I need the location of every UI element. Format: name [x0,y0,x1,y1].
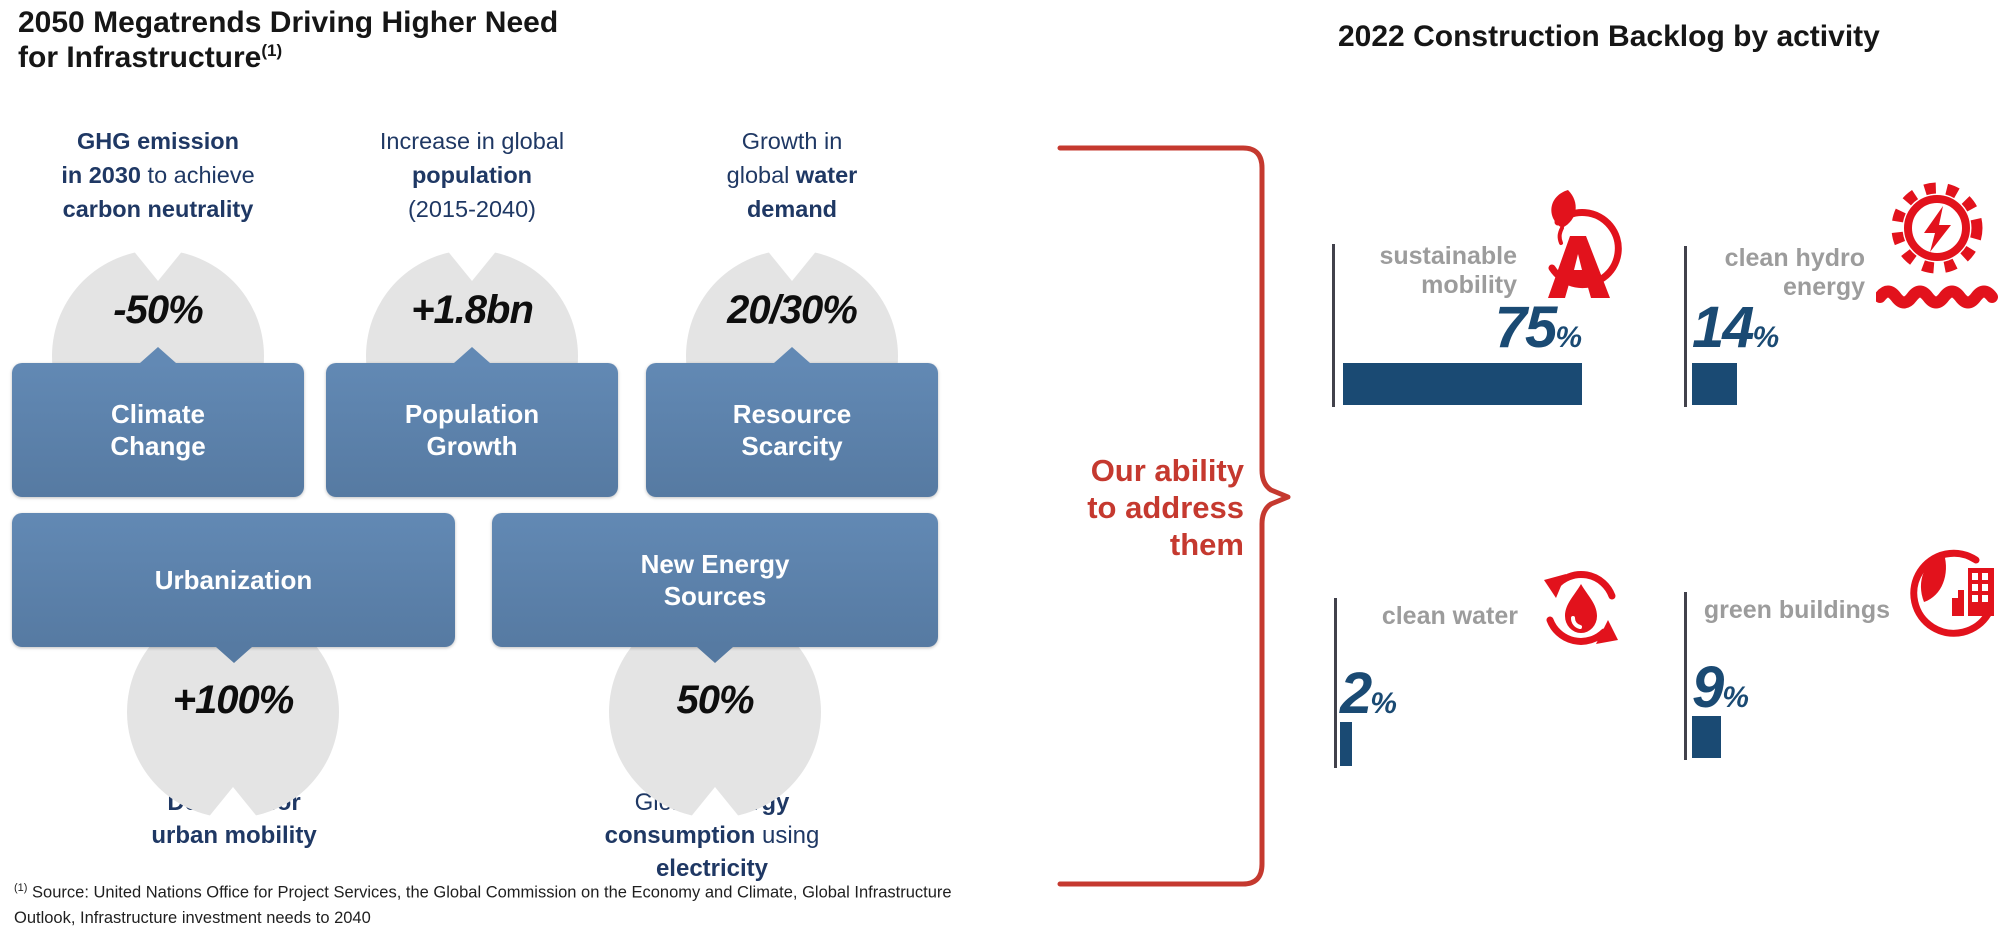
left-section-title: 2050 Megatrends Driving Higher Need for … [18,6,558,76]
value-unit: % [1370,687,1397,720]
bubble-notch [766,249,818,281]
recycle-arrowhead-right [1596,620,1618,644]
megatrend-label-climate: GHG emission in 2030 to achieve carbon neu… [61,128,255,222]
bar-clean-hydro-energy [1692,363,1737,405]
megatrend-label-water: Growth in global water demand [726,128,858,222]
value-unit: % [1555,321,1582,354]
bar-sustainable-mobility [1343,363,1582,405]
megatrend-box-urbanization: Urbanization [12,513,455,663]
megatrend-box-population-growth: Population Growth [326,347,618,497]
water-wave [1874,285,1998,309]
small-building [1952,590,1964,616]
letter-a-counter [1574,254,1582,270]
axis-green-buildings [1684,592,1687,760]
ability-callout: Our ability to address them [1087,453,1244,562]
turbine-bolt-wave-icon [1874,176,1998,321]
axis-clean-hydro-energy [1684,246,1687,407]
recycle-arrowhead-left [1544,574,1566,598]
turbine-teeth [1891,182,1983,274]
value-unit: % [1752,321,1780,354]
megatrend-box-climate-change: Climate Change [12,347,304,497]
box-label: New Energy Sources [640,549,790,611]
building-windows [1972,573,1988,602]
megatrend-label-population: Increase in global population (2015-2040) [379,128,565,222]
leaf-shape [1920,554,1946,602]
label-clean-water: clean water [1381,602,1518,630]
recycle-arc-bottom [1546,616,1608,645]
box-pointer-up [774,347,810,363]
stat-value-electricity: 50% [676,678,754,722]
box-pointer-up [454,347,490,363]
value-number: 9 [1692,655,1724,720]
footnote-text: Source: United Nations Office for Projec… [14,883,952,928]
lightning-bolt [1924,206,1951,252]
megatrend-box-resource-scarcity: Resource Scarcity [646,347,938,497]
leaf-swoosh-a-icon [1532,188,1624,303]
right-section-title: 2022 Construction Backlog by activity [1338,20,1880,53]
box-label: Population Growth [404,399,540,461]
box-pointer-up [140,347,176,363]
left-title-footnote-marker: (1) [261,40,283,60]
bubble-notch [132,249,184,281]
bubble-notch [689,787,741,819]
axis-sustainable-mobility [1332,244,1335,407]
stat-value-urban-mobility: +100% [172,678,295,722]
box-label: Resource Scarcity [732,399,852,461]
left-title-line1: 2050 Megatrends Driving Higher Need [18,6,559,39]
source-footnote: (1) Source: United Nations Office for Pr… [14,880,956,932]
bar-green-buildings [1692,716,1721,758]
leaf-buildings-icon [1906,546,2002,653]
axis-clean-water [1334,598,1337,768]
droplet-recycle-icon [1534,560,1628,665]
value-sustainable-mobility: 75% [1380,294,1582,361]
leaf-shape [1551,190,1576,228]
box-label: Climate Change [110,399,206,461]
bar-clean-water [1340,722,1352,766]
stat-value-population: +1.8bn [411,288,534,332]
box-pointer-down [697,647,733,663]
value-number: 14 [1692,295,1754,360]
label-clean-hydro-energy: clean hydro energy [1724,244,1865,301]
value-number: 2 [1340,661,1372,726]
leaf-stem [1557,226,1564,245]
value-number: 75 [1494,295,1557,360]
tall-building [1968,568,1994,616]
label-green-buildings: green buildings [1703,596,1890,624]
stat-value-climate: -50% [113,288,203,332]
megatrend-box-new-energy-sources: New Energy Sources [492,513,938,663]
drop-highlight [1571,616,1582,629]
box-label: Urbanization [154,565,313,595]
box-pointer-down [215,647,252,663]
value-clean-hydro-energy: 14% [1692,294,1779,361]
footnote-marker: (1) [14,882,28,894]
swoosh-arc [1910,549,1992,637]
value-unit: % [1722,681,1749,714]
label-sustainable-mobility: sustainable mobility [1379,242,1517,299]
stat-value-water: 20/30% [727,288,858,332]
bubble-notch [446,249,498,281]
left-title-line2: for Infrastructure [18,40,262,74]
value-green-buildings: 9% [1692,654,1749,721]
bubble-notch [207,787,259,819]
value-clean-water: 2% [1340,660,1397,727]
